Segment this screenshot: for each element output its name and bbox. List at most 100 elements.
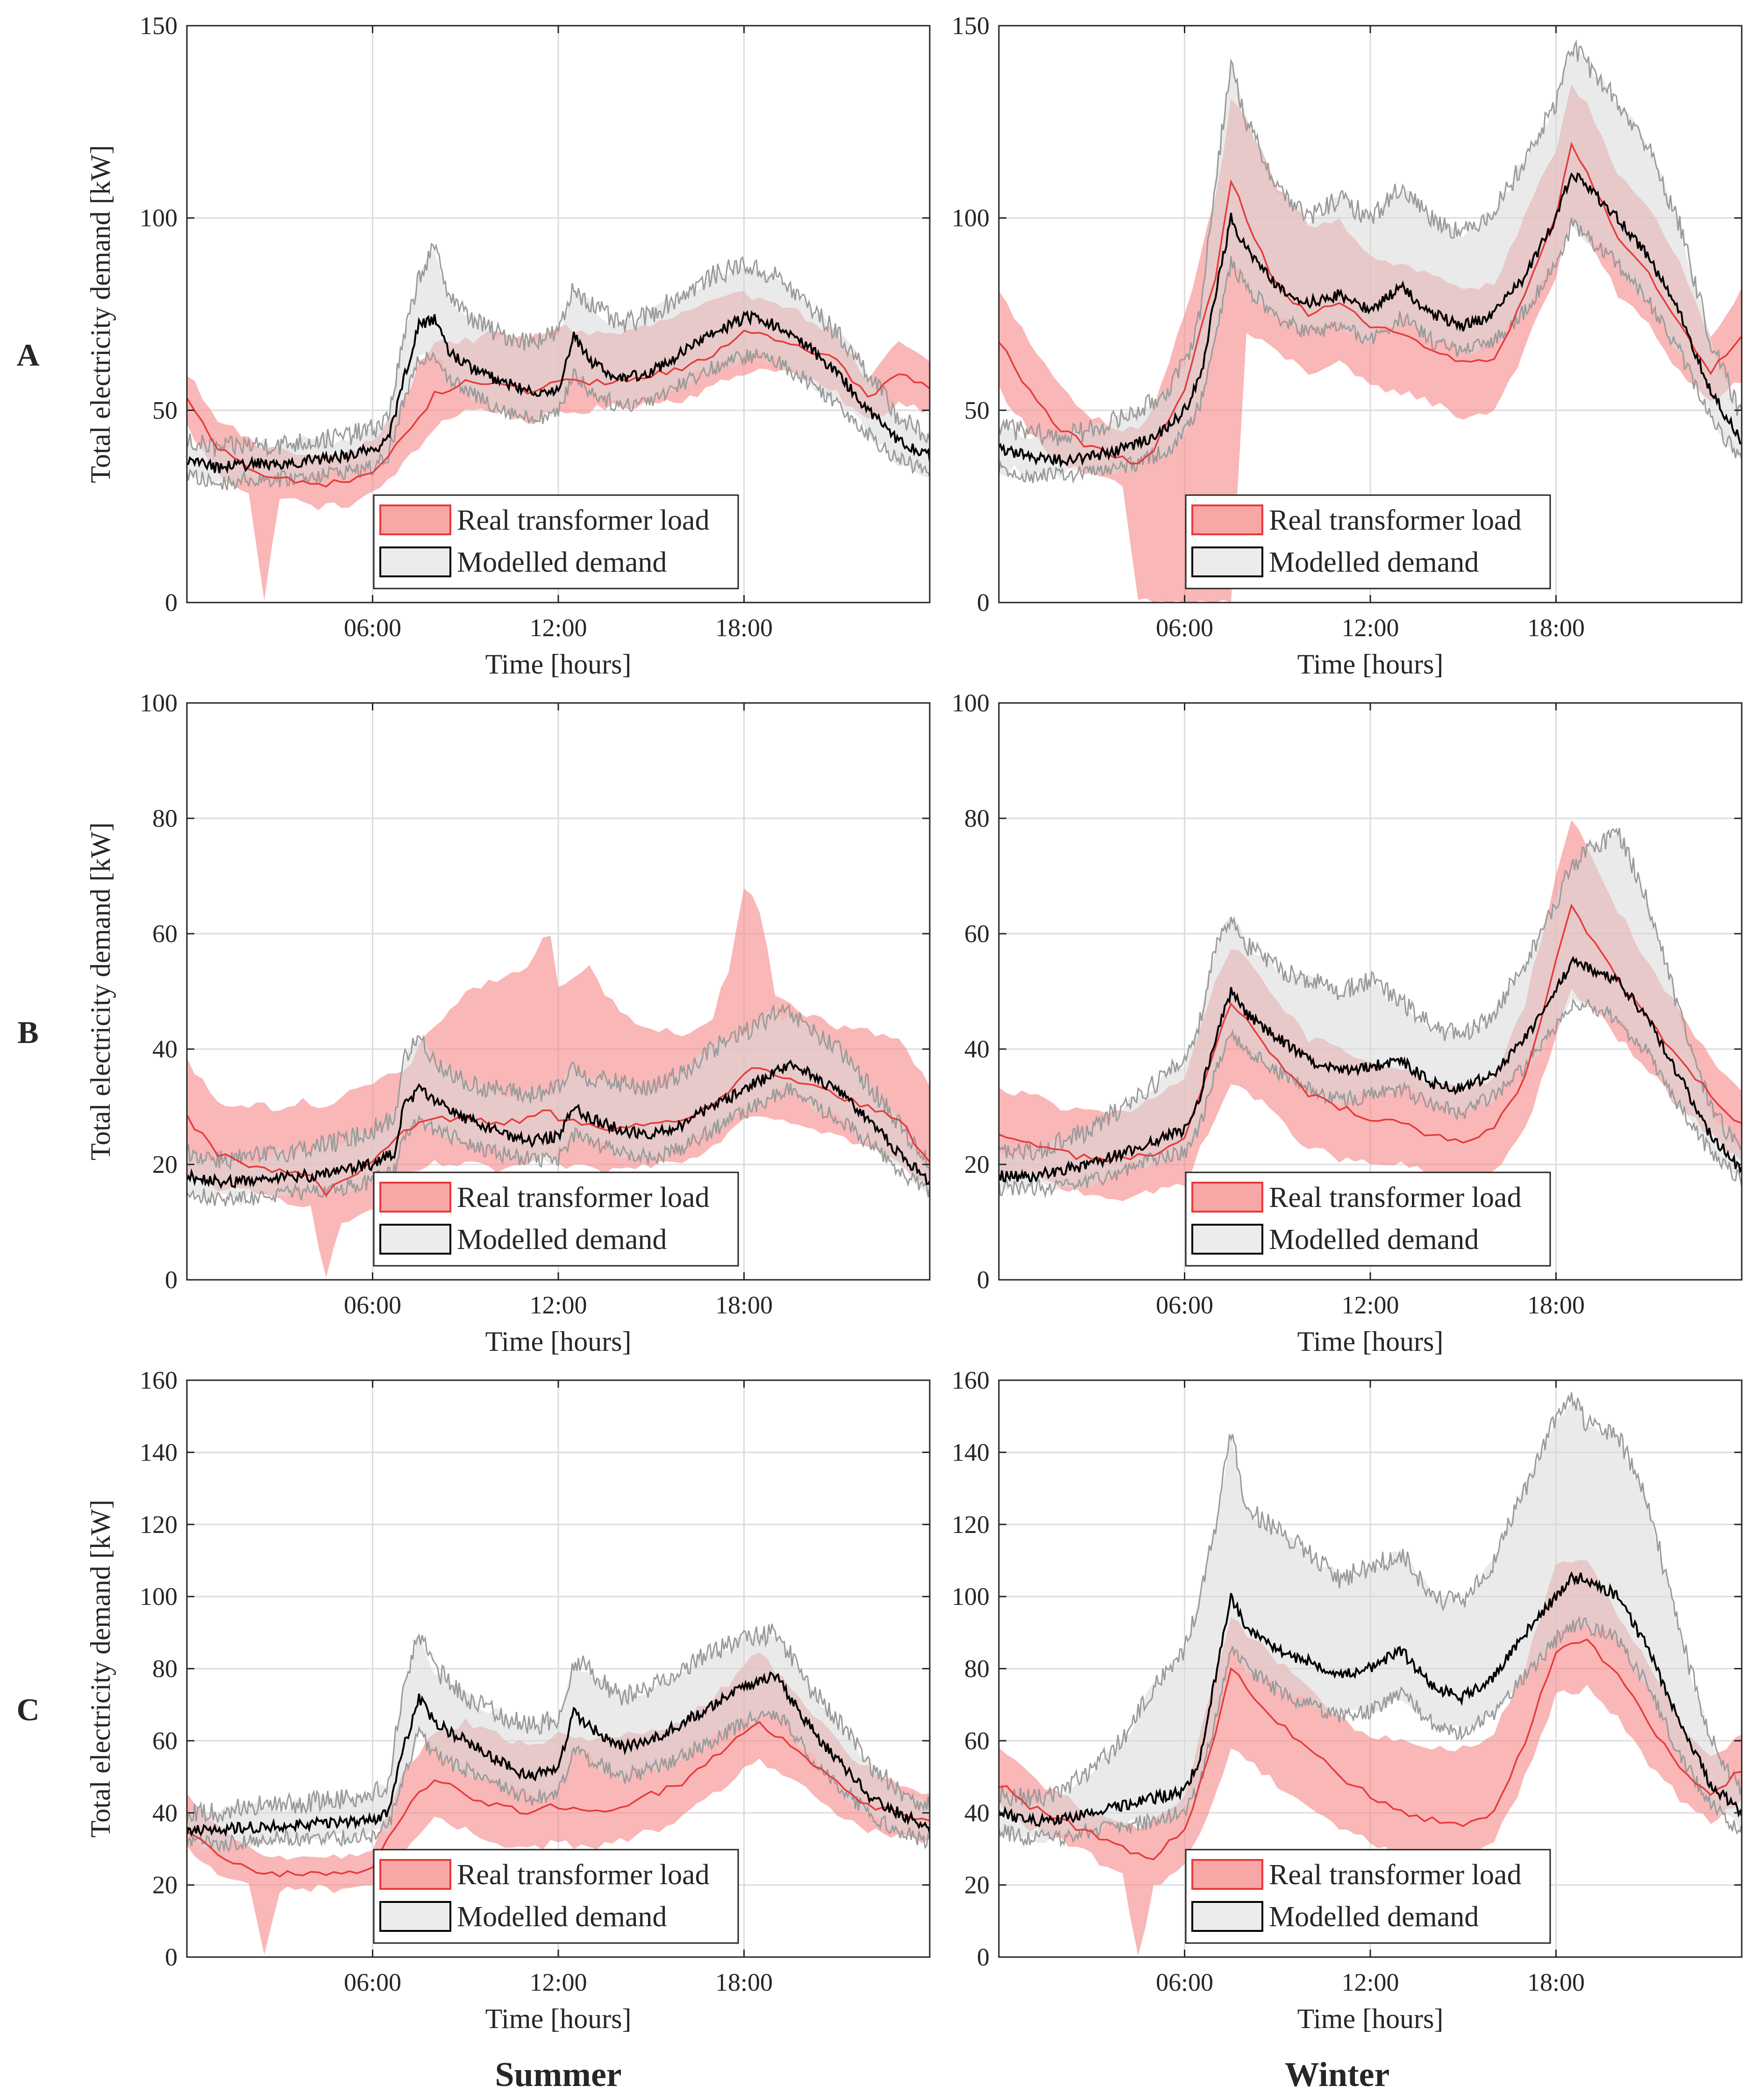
x-tick-label: 06:00	[1156, 614, 1213, 642]
y-tick-label: 80	[152, 804, 178, 832]
plot-series	[999, 820, 1742, 1201]
x-tick-label: 18:00	[715, 1968, 773, 1996]
modelled-demand-mean-line	[187, 1671, 930, 1838]
legend-swatch-modelled	[379, 546, 451, 577]
y-tick-label: 0	[165, 1266, 178, 1294]
y-axis-label: Total electricity demand [kW]	[85, 145, 116, 483]
modelled-demand-lower-line	[187, 349, 930, 490]
legend-label-real: Real transformer load	[1269, 1182, 1522, 1213]
x-axis-label: Time [hours]	[485, 2003, 632, 2034]
modelled-demand-upper-line	[999, 39, 1742, 446]
y-tick-label: 0	[165, 1943, 178, 1971]
y-tick-label: 0	[165, 589, 178, 617]
x-tick-label: 06:00	[1156, 1291, 1213, 1319]
modelled-demand-lower-line	[999, 998, 1742, 1199]
plot-series	[999, 39, 1742, 603]
x-tick-label: 06:00	[344, 1291, 401, 1319]
modelled-demand-upper-line	[187, 1624, 930, 1823]
legend-swatch-real	[379, 504, 451, 535]
row-label-a: A	[16, 337, 39, 373]
y-tick-label: 80	[964, 1655, 990, 1683]
legend-swatch-real	[1191, 1859, 1263, 1890]
modelled-demand-lower-line	[999, 217, 1742, 484]
panels-layer: 0 50 100 150 06:00 12:00 18:00 Time [hours] Tota…	[85, 12, 1743, 2034]
x-tick-label: 12:00	[529, 1291, 587, 1319]
legend-label-real: Real transformer load	[457, 504, 710, 536]
real-load-mean-line	[187, 1721, 930, 1878]
y-tick-label: 160	[952, 1366, 990, 1394]
legend-label-modelled: Modelled demand	[1269, 546, 1479, 578]
y-tick-label: 50	[152, 396, 178, 424]
y-tick-label: 50	[964, 396, 990, 424]
y-tick-label: 40	[964, 1035, 990, 1063]
column-label-summer: Summer	[495, 2056, 621, 2094]
legend-label-real: Real transformer load	[457, 1182, 710, 1213]
real-load-band	[999, 1560, 1742, 1956]
y-tick-label: 20	[964, 1150, 990, 1178]
panel-b-winter: 0 20 40 60 80 100 06:00 12:00 18:00 Time [hours] R…	[952, 689, 1743, 1357]
legend-label-real: Real transformer load	[1269, 504, 1522, 536]
y-tick-label: 150	[140, 12, 178, 40]
legend: Real transformer load Modelled demand	[373, 494, 739, 589]
x-tick-label: 18:00	[715, 614, 773, 642]
legend: Real transformer load Modelled demand	[1185, 1849, 1551, 1944]
modelled-demand-mean-line	[187, 1059, 930, 1189]
y-tick-label: 150	[952, 12, 990, 40]
y-tick-label: 40	[152, 1799, 178, 1827]
legend-swatch-modelled	[379, 1224, 451, 1255]
x-axis-label: Time [hours]	[1297, 649, 1444, 680]
y-tick-label: 60	[152, 920, 178, 948]
y-tick-label: 0	[977, 589, 990, 617]
modelled-demand-upper-line	[999, 1392, 1742, 1807]
y-tick-label: 60	[964, 1727, 990, 1755]
x-tick-label: 06:00	[1156, 1968, 1213, 1996]
y-tick-label: 0	[977, 1943, 990, 1971]
modelled-demand-band	[187, 1010, 930, 1206]
panel-c-summer: 0 20 40 60 80 100 120 140 160 06:00 12:00 18:00 Time…	[85, 1366, 931, 2034]
legend-swatch-real	[1191, 1182, 1263, 1213]
legend-label-modelled: Modelled demand	[1269, 1901, 1479, 1933]
panel-a-winter: 0 50 100 150 06:00 12:00 18:00 Time [hours] Real…	[952, 12, 1743, 680]
y-tick-label: 20	[964, 1871, 990, 1899]
legend: Real transformer load Modelled demand	[1185, 494, 1551, 589]
modelled-demand-upper-line	[999, 827, 1742, 1161]
y-tick-label: 60	[964, 920, 990, 948]
legend-swatch-real	[379, 1859, 451, 1890]
x-tick-label: 12:00	[529, 1968, 587, 1996]
row-label-c: C	[16, 1692, 39, 1727]
y-tick-label: 20	[152, 1871, 178, 1899]
x-axis-label: Time [hours]	[485, 1326, 632, 1357]
legend-swatch-real	[379, 1182, 451, 1213]
x-tick-label: 18:00	[1527, 614, 1585, 642]
modelled-demand-mean-line	[999, 1571, 1742, 1828]
y-axis-label: Total electricity demand [kW]	[85, 1500, 116, 1838]
y-tick-label: 140	[952, 1438, 990, 1466]
real-load-mean-line	[187, 1067, 930, 1197]
y-tick-label: 160	[140, 1366, 178, 1394]
legend: Real transformer load Modelled demand	[1185, 1171, 1551, 1267]
y-tick-label: 100	[140, 689, 178, 717]
y-tick-label: 40	[964, 1799, 990, 1827]
legend-swatch-modelled	[1191, 546, 1263, 577]
panel-c-winter: 0 20 40 60 80 100 120 140 160 06:00 12:00 18:00 Time…	[952, 1366, 1743, 2034]
modelled-demand-lower-line	[187, 1710, 930, 1853]
legend-label-real: Real transformer load	[457, 1859, 710, 1891]
x-axis-label: Time [hours]	[485, 649, 632, 680]
modelled-demand-band	[999, 832, 1742, 1192]
legend: Real transformer load Modelled demand	[373, 1849, 739, 1944]
modelled-demand-band	[999, 1402, 1742, 1844]
x-tick-label: 18:00	[1527, 1291, 1585, 1319]
y-tick-label: 100	[952, 204, 990, 232]
modelled-demand-lower-line	[999, 1616, 1742, 1848]
real-load-mean-line	[999, 142, 1742, 465]
y-tick-label: 140	[140, 1438, 178, 1466]
y-axis-label: Total electricity demand [kW]	[85, 823, 116, 1161]
legend-label-modelled: Modelled demand	[1269, 1224, 1479, 1256]
real-load-mean-line	[999, 1638, 1742, 1860]
column-label-winter: Winter	[1285, 2056, 1390, 2094]
modelled-demand-mean-line	[999, 956, 1742, 1183]
modelled-demand-lower-line	[187, 1083, 930, 1206]
legend-swatch-modelled	[379, 1901, 451, 1932]
row-label-b: B	[17, 1015, 38, 1050]
